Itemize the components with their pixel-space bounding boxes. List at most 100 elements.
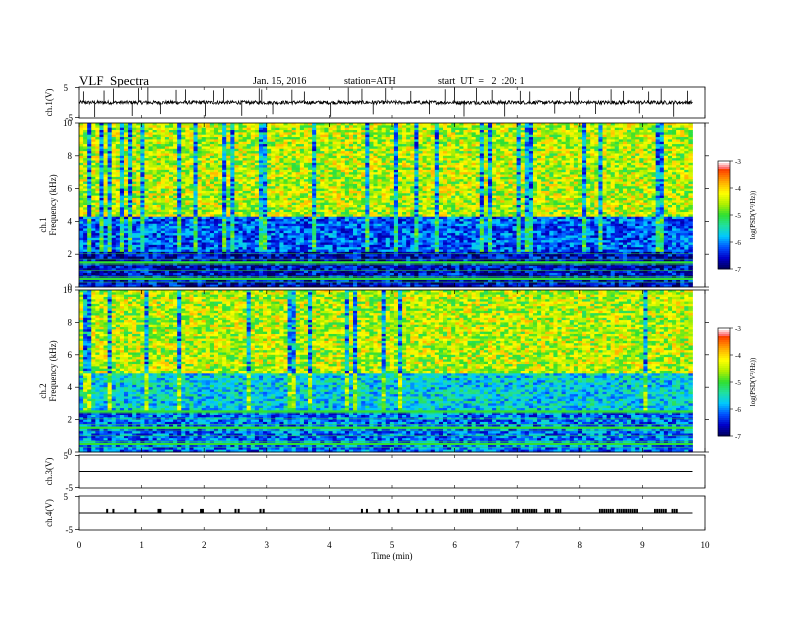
- heatmap-cell: [95, 160, 99, 163]
- heatmap-cell: [79, 219, 83, 222]
- heatmap-cell: [161, 275, 165, 278]
- ch1_waveform-panel: 5-5ch.1(V): [44, 83, 705, 123]
- heatmap-cell: [83, 123, 87, 126]
- heatmap-cell: [189, 200, 193, 203]
- heatmap-cell: [161, 182, 165, 185]
- heatmap-cell: [132, 170, 136, 173]
- heatmap-cell: [189, 271, 193, 274]
- heatmap-cell: [87, 205, 91, 208]
- heatmap-cell: [165, 142, 169, 145]
- heatmap-cell: [202, 149, 206, 152]
- heatmap-cell: [140, 282, 144, 285]
- heatmap-cell: [181, 250, 185, 253]
- heatmap-cell: [161, 130, 165, 133]
- heatmap-cell: [177, 240, 181, 243]
- heatmap-cell: [104, 184, 108, 187]
- heatmap-cell: [153, 200, 157, 203]
- heatmap-cell: [144, 170, 148, 173]
- heatmap-cell: [112, 191, 116, 194]
- heatmap-cell: [120, 168, 124, 171]
- heatmap-cell: [132, 210, 136, 213]
- heatmap-cell: [169, 221, 173, 224]
- heatmap-cell: [198, 193, 202, 196]
- heatmap-cell: [173, 217, 177, 220]
- heatmap-cell: [198, 235, 202, 238]
- heatmap-cell: [112, 221, 116, 224]
- heatmap-cell: [198, 278, 202, 281]
- heatmap-cell: [189, 275, 193, 278]
- heatmap-cell: [194, 219, 198, 222]
- heatmap-cell: [104, 156, 108, 159]
- heatmap-cell: [116, 273, 120, 276]
- heatmap-cell: [132, 144, 136, 147]
- heatmap-cell: [173, 205, 177, 208]
- heatmap-cell: [79, 177, 83, 180]
- heatmap-cell: [181, 266, 185, 269]
- heatmap-cell: [108, 125, 112, 128]
- heatmap-cell: [185, 182, 189, 185]
- heatmap-cell: [177, 203, 181, 206]
- heatmap-cell: [87, 153, 91, 156]
- heatmap-cell: [169, 242, 173, 245]
- heatmap-cell: [194, 210, 198, 213]
- heatmap-cell: [169, 151, 173, 154]
- heatmap-cell: [149, 210, 153, 213]
- heatmap-cell: [161, 198, 165, 201]
- heatmap-cell: [194, 189, 198, 192]
- heatmap-cell: [157, 153, 161, 156]
- heatmap-cell: [116, 214, 120, 217]
- heatmap-cell: [124, 235, 128, 238]
- heatmap-cell: [149, 189, 153, 192]
- heatmap-cell: [149, 273, 153, 276]
- heatmap-cell: [165, 179, 169, 182]
- heatmap-cell: [169, 210, 173, 213]
- heatmap-cell: [95, 149, 99, 152]
- heatmap-cell: [108, 278, 112, 281]
- heatmap-cell: [87, 149, 91, 152]
- heatmap-cell: [116, 132, 120, 135]
- heatmap-cell: [189, 196, 193, 199]
- heatmap-cell: [87, 273, 91, 276]
- heatmap-cell: [181, 233, 185, 236]
- heatmap-cell: [120, 139, 124, 142]
- heatmap-cell: [161, 168, 165, 171]
- heatmap-cell: [149, 182, 153, 185]
- heatmap-cell: [169, 170, 173, 173]
- heatmap-cell: [116, 168, 120, 171]
- heatmap-cell: [87, 130, 91, 133]
- heatmap-cell: [194, 200, 198, 203]
- heatmap-cell: [161, 221, 165, 224]
- heatmap-cell: [169, 156, 173, 159]
- heatmap-cell: [120, 226, 124, 229]
- heatmap-cell: [83, 278, 87, 281]
- heatmap-cell: [83, 219, 87, 222]
- heatmap-cell: [91, 151, 95, 154]
- heatmap-cell: [79, 261, 83, 264]
- heatmap-cell: [169, 184, 173, 187]
- heatmap-cell: [112, 168, 116, 171]
- heatmap-cell: [124, 250, 128, 253]
- heatmap-cell: [202, 193, 206, 196]
- heatmap-cell: [202, 196, 206, 199]
- heatmap-cell: [136, 247, 140, 250]
- heatmap-cell: [165, 212, 169, 215]
- heatmap-cell: [189, 266, 193, 269]
- heatmap-cell: [165, 261, 169, 264]
- heatmap-cell: [140, 135, 144, 138]
- heatmap-cell: [177, 186, 181, 189]
- heatmap-cell: [185, 172, 189, 175]
- heatmap-cell: [185, 240, 189, 243]
- heatmap-cell: [181, 203, 185, 206]
- heatmap-cell: [91, 184, 95, 187]
- heatmap-cell: [104, 158, 108, 161]
- heatmap-cell: [185, 146, 189, 149]
- heatmap-cell: [161, 123, 165, 126]
- heatmap-cell: [177, 212, 181, 215]
- heatmap-cell: [132, 245, 136, 248]
- heatmap-cell: [104, 231, 108, 234]
- heatmap-cell: [124, 135, 128, 138]
- heatmap-cell: [99, 160, 103, 163]
- heatmap-cell: [108, 193, 112, 196]
- heatmap-cell: [132, 221, 136, 224]
- heatmap-cell: [95, 184, 99, 187]
